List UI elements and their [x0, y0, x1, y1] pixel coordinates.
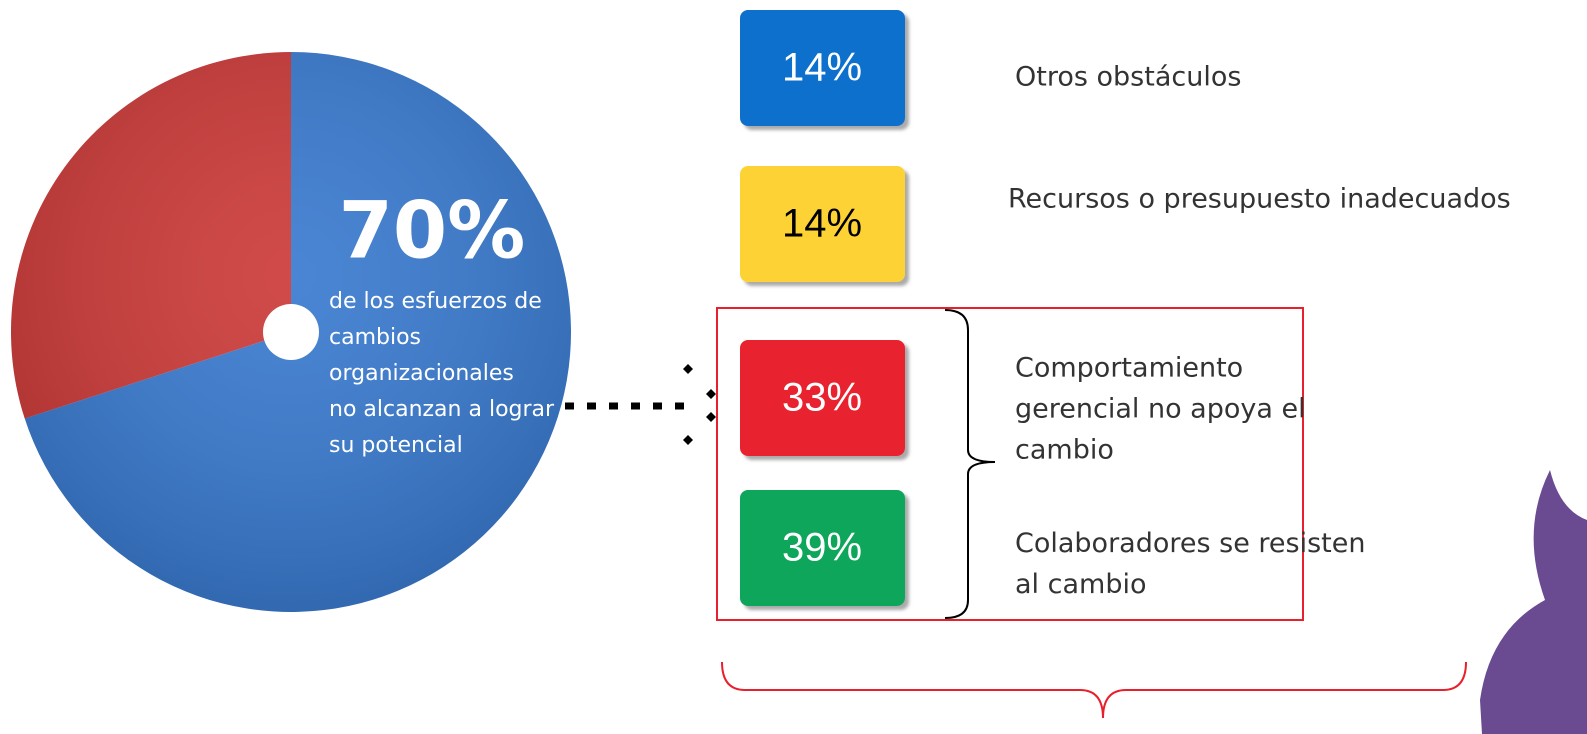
item-label: Comportamiento [1015, 353, 1243, 384]
item-label: al cambio [1015, 569, 1146, 600]
slide: 70% de los esfuerzos de cambios organizaci… [0, 0, 1587, 734]
item-label: Colaboradores se resisten [1015, 528, 1365, 559]
brace [945, 310, 995, 618]
annotation-line: organizacionales [329, 361, 514, 386]
annotation-line: su potencial [329, 433, 463, 458]
connector-diamonds [683, 364, 716, 445]
item-value: 33% [782, 376, 862, 420]
item-value: 39% [782, 526, 862, 570]
annotation-line: cambios [329, 325, 421, 350]
item-label: gerencial no apoya el [1015, 394, 1306, 425]
brace-bottom [722, 662, 1466, 718]
annotation-line: de los esfuerzos de [329, 289, 542, 314]
item-label: Recursos o presupuesto inadecuados [1008, 184, 1511, 215]
item-value: 14% [782, 46, 862, 90]
annotation-line: no alcanzan a lograr [329, 397, 555, 422]
pie-hole [263, 304, 319, 360]
pie-value-label: 70% [339, 186, 526, 276]
item-value: 14% [782, 202, 862, 246]
decoration [1480, 470, 1587, 734]
item-label: Otros obstáculos [1015, 62, 1241, 93]
item-label: cambio [1015, 435, 1114, 466]
